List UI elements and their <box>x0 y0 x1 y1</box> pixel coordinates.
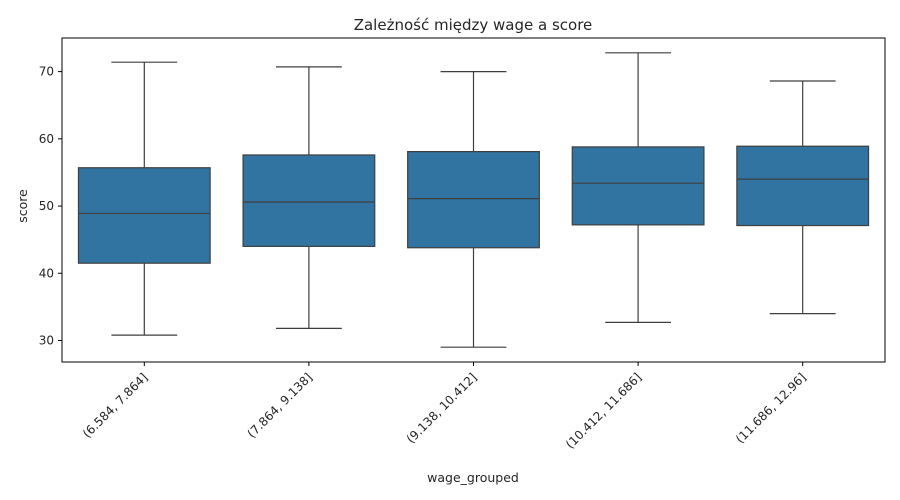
box-4 <box>571 52 705 323</box>
y-tick-label: 60 <box>39 132 54 146</box>
iqr-box <box>407 151 540 249</box>
box-1 <box>77 61 211 336</box>
y-tick-label: 40 <box>39 266 54 280</box>
box-group <box>77 52 870 348</box>
box-2 <box>242 66 376 329</box>
y-tick-label: 30 <box>39 333 54 347</box>
x-tick-label: (9.138, 10.412] <box>404 370 480 446</box>
x-axis: (6.584, 7.864] (7.864, 9.138] (9.138, 10.4… <box>80 362 809 452</box>
chart-title: Zależność między wage a score <box>354 16 593 34</box>
iqr-box <box>77 167 211 264</box>
y-tick-label: 70 <box>39 65 54 79</box>
x-tick-label: (11.686, 12.96] <box>733 370 809 446</box>
iqr-box <box>242 154 376 247</box>
x-tick-label: (7.864, 9.138] <box>245 370 316 441</box>
x-tick-label: (6.584, 7.864] <box>80 370 151 441</box>
box-5 <box>736 80 870 315</box>
x-axis-label: wage_grouped <box>427 470 519 485</box>
x-tick-label: (10.412, 11.686] <box>563 370 644 451</box>
y-tick-label: 50 <box>39 199 54 213</box>
iqr-box <box>736 145 870 227</box>
iqr-box <box>571 146 705 226</box>
y-axis-label: score <box>15 189 30 223</box>
y-axis: 30 40 50 60 70 <box>39 65 62 347</box>
box-3 <box>407 71 540 348</box>
